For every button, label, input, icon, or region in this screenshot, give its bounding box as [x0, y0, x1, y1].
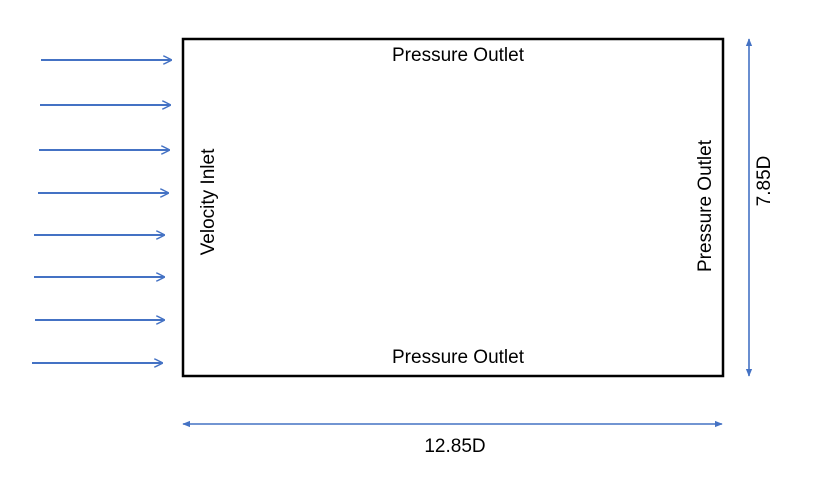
- domain-boundary: [181, 37, 725, 378]
- left-boundary-label: Velocity Inlet: [198, 148, 219, 255]
- inflow-arrows: [32, 60, 171, 363]
- right-boundary-label: Pressure Outlet: [695, 139, 716, 272]
- top-boundary-label: Pressure Outlet: [392, 45, 525, 66]
- width-dimension-label: 12.85D: [424, 436, 485, 457]
- height-dimension-label: 7.85D: [754, 156, 775, 207]
- bottom-boundary-label: Pressure Outlet: [392, 347, 525, 368]
